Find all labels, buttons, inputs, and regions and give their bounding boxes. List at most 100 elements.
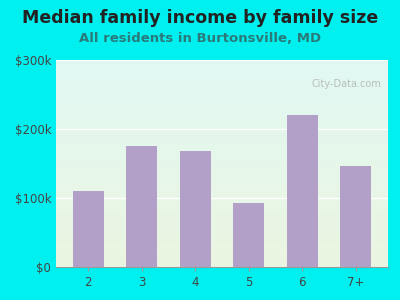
Bar [56, 185, 388, 186]
Bar [56, 133, 388, 134]
Bar [56, 145, 388, 146]
Bar [56, 90, 388, 91]
Bar [56, 164, 388, 166]
Bar [56, 74, 388, 76]
Bar [56, 114, 388, 115]
Bar [126, 146, 157, 267]
Bar [56, 88, 388, 89]
Bar [56, 144, 388, 145]
Bar [56, 184, 388, 185]
Bar [56, 113, 388, 114]
Bar [180, 151, 211, 267]
Bar [56, 194, 388, 195]
Bar [56, 178, 388, 179]
Bar [56, 83, 388, 84]
Bar [56, 249, 388, 250]
Bar [56, 87, 388, 88]
Bar [56, 155, 388, 156]
Bar [56, 69, 388, 70]
Bar [56, 207, 388, 208]
Bar [56, 200, 388, 201]
Bar [56, 63, 388, 64]
Bar [56, 106, 388, 108]
Bar [56, 265, 388, 266]
Bar [56, 263, 388, 264]
Bar [56, 89, 388, 90]
Bar [56, 118, 388, 119]
Bar [56, 240, 388, 241]
Bar [56, 246, 388, 247]
Bar [56, 157, 388, 158]
Bar [56, 153, 388, 154]
Bar [56, 96, 388, 97]
Bar [56, 243, 388, 244]
Bar [56, 188, 388, 189]
Bar [56, 147, 388, 148]
Bar [287, 115, 318, 267]
Bar [56, 266, 388, 267]
Bar [56, 126, 388, 127]
Bar [56, 121, 388, 122]
Bar [56, 196, 388, 198]
Bar [56, 82, 388, 83]
Bar [56, 128, 388, 129]
Bar [56, 226, 388, 228]
Bar [56, 213, 388, 214]
Bar [56, 103, 388, 104]
Bar [56, 171, 388, 172]
Bar [56, 220, 388, 221]
Bar [56, 172, 388, 173]
Bar [56, 205, 388, 206]
Bar [56, 124, 388, 125]
Bar [56, 136, 388, 138]
Bar [56, 230, 388, 231]
Bar [56, 206, 388, 207]
Bar [56, 212, 388, 213]
Bar [56, 154, 388, 155]
Bar [56, 193, 388, 194]
Bar [56, 169, 388, 170]
Bar [56, 151, 388, 152]
Bar [56, 235, 388, 236]
Bar [56, 219, 388, 220]
Bar [56, 84, 388, 85]
Bar [56, 239, 388, 240]
Bar [56, 159, 388, 160]
Bar [56, 86, 388, 87]
Bar [56, 203, 388, 204]
Bar [56, 247, 388, 248]
Bar [56, 93, 388, 94]
Bar [56, 71, 388, 72]
Bar [56, 208, 388, 209]
Bar [56, 161, 388, 163]
Bar [56, 143, 388, 144]
Bar [56, 216, 388, 217]
Bar [56, 138, 388, 139]
Bar [56, 264, 388, 265]
Text: Median family income by family size: Median family income by family size [22, 9, 378, 27]
Bar [56, 100, 388, 101]
Bar [56, 139, 388, 140]
Bar [56, 125, 388, 126]
Bar [56, 251, 388, 253]
Bar [56, 62, 388, 63]
Bar [56, 221, 388, 223]
Bar [56, 180, 388, 181]
Bar [56, 61, 388, 62]
Bar [56, 115, 388, 116]
Bar [56, 67, 388, 68]
Bar [56, 123, 388, 124]
Bar [56, 134, 388, 136]
Bar [56, 258, 388, 259]
Bar [56, 149, 388, 150]
Bar [56, 148, 388, 149]
Bar [56, 99, 388, 101]
Text: City-Data.com: City-Data.com [312, 79, 381, 88]
Bar [56, 94, 388, 95]
Bar [56, 245, 388, 246]
Bar [56, 85, 388, 86]
Bar [56, 78, 388, 79]
Bar [56, 152, 388, 153]
Bar [56, 198, 388, 199]
Bar [56, 101, 388, 102]
